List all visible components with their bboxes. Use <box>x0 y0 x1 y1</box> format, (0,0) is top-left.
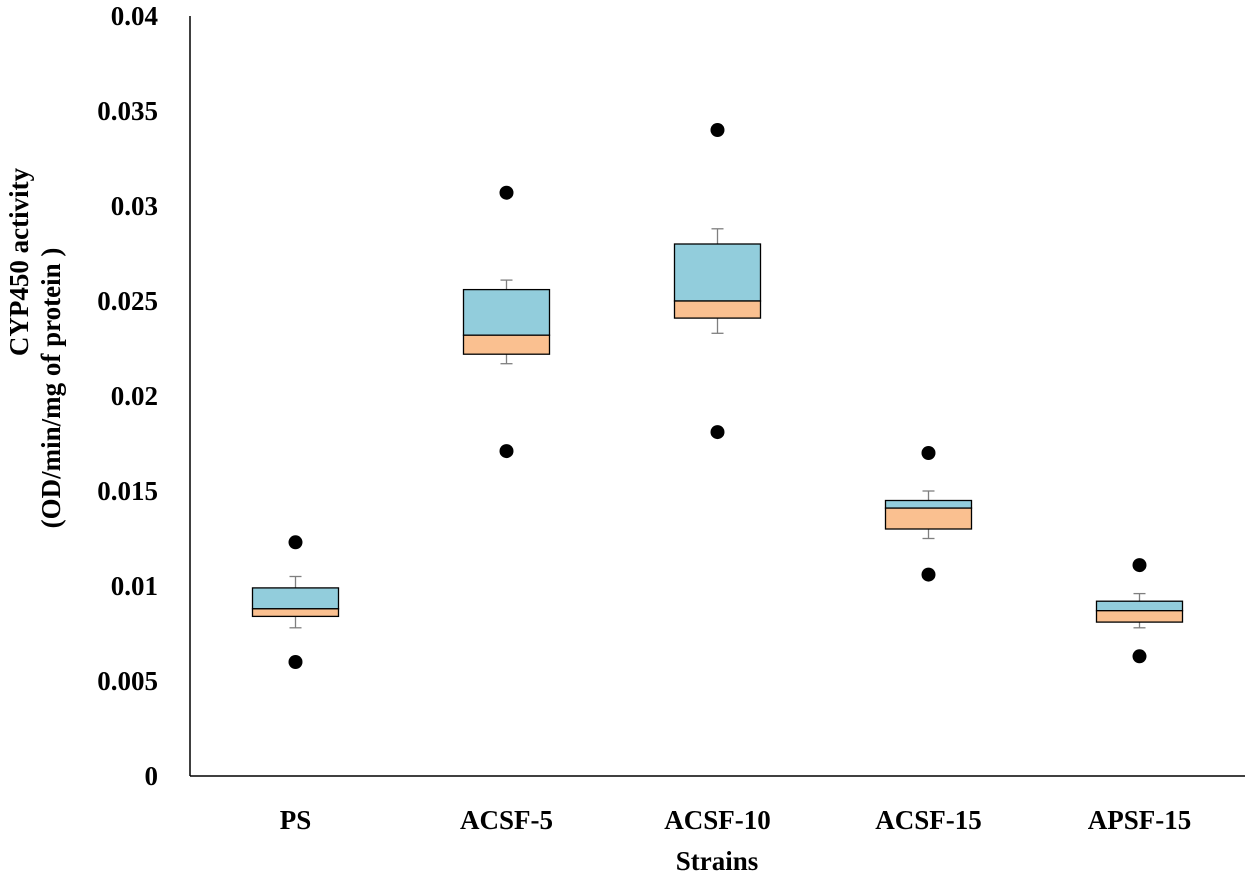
x-tick-label: ACSF-15 <box>875 805 982 835</box>
outlier-point <box>921 567 936 582</box>
y-tick-label: 0.005 <box>97 666 158 696</box>
outlier-point <box>921 446 936 460</box>
upper-quartile-box <box>884 499 973 509</box>
x-tick-labels: PS ACSF-5 ACSF-10 ACSF-15 APSF-15 <box>280 805 1192 835</box>
lower-quartile-box <box>251 608 340 618</box>
outlier-point <box>1132 649 1147 664</box>
x-axis-title: Strains <box>676 846 759 876</box>
box-apsf-15 <box>1095 558 1184 664</box>
y-axis-title-line-2: (OD/min/mg of protein ) <box>36 248 66 529</box>
box-acsf-5 <box>462 185 551 459</box>
x-tick-label: ACSF-10 <box>664 805 771 835</box>
plot-area <box>251 123 1184 669</box>
outlier-point <box>499 444 514 459</box>
box-acsf-10 <box>673 123 762 440</box>
y-axis-title-line-1: CYP450 activity <box>4 167 34 356</box>
upper-quartile-box <box>673 243 762 302</box>
x-tick-label: PS <box>280 805 312 835</box>
box-acsf-15 <box>884 446 973 582</box>
y-tick-label: 0.04 <box>111 1 158 31</box>
upper-quartile-box <box>251 587 340 610</box>
y-tick-label: 0.03 <box>111 191 158 221</box>
box-ps <box>251 535 340 669</box>
upper-quartile-box <box>1095 600 1184 612</box>
outlier-point <box>288 655 303 669</box>
y-tick-label: 0.01 <box>111 571 158 601</box>
outlier-point <box>710 123 725 137</box>
y-tick-label: 0.025 <box>97 286 158 316</box>
lower-quartile-box <box>1095 610 1184 623</box>
upper-quartile-box <box>462 288 551 336</box>
lower-quartile-box <box>673 300 762 319</box>
lower-quartile-box <box>884 507 973 530</box>
y-tick-labels: 0 0.005 0.01 0.015 0.02 0.025 0.03 0.035 0.04 <box>97 1 158 791</box>
outlier-point <box>1132 558 1147 573</box>
x-tick-label: ACSF-5 <box>460 805 553 835</box>
y-tick-label: 0.015 <box>97 476 158 506</box>
outlier-point <box>499 185 514 200</box>
outlier-point <box>288 535 303 550</box>
outlier-point <box>710 425 725 440</box>
y-tick-label: 0 <box>145 761 159 791</box>
y-tick-label: 0.035 <box>97 96 158 126</box>
lower-quartile-box <box>462 334 551 355</box>
y-tick-label: 0.02 <box>111 381 158 411</box>
x-tick-label: APSF-15 <box>1088 805 1192 835</box>
